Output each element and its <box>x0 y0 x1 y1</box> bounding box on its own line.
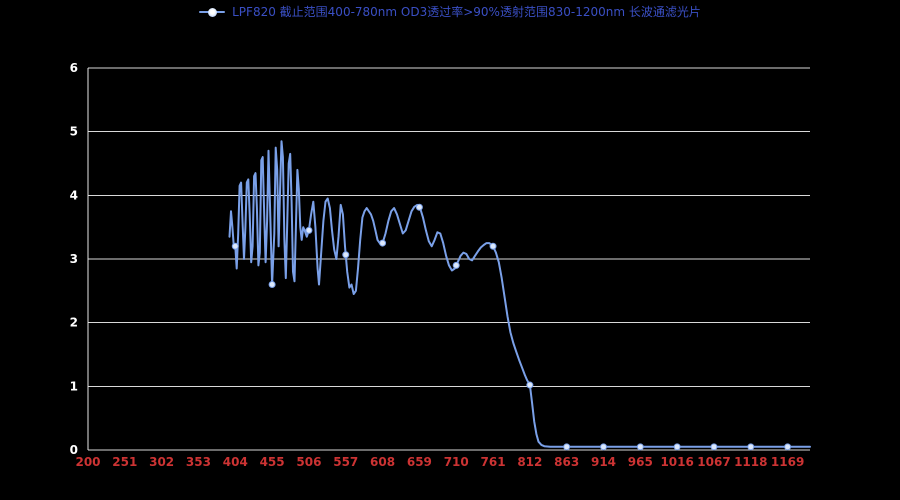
data-point-marker <box>526 381 534 389</box>
x-tick-label: 557 <box>333 455 358 469</box>
x-tick-label: 200 <box>75 455 100 469</box>
chart-title: LPF820 截止范围400-780nm OD3透过率>90%透射范围830-1… <box>232 5 701 19</box>
data-point-marker <box>710 443 718 451</box>
x-tick-label: 914 <box>591 455 616 469</box>
x-tick-label: 659 <box>407 455 432 469</box>
data-point-marker <box>489 242 497 250</box>
x-tick-label: 812 <box>517 455 542 469</box>
y-tick-label: 0 <box>70 443 78 457</box>
x-tick-label: 761 <box>481 455 506 469</box>
y-tick-label: 3 <box>70 252 78 266</box>
data-point-marker <box>673 443 681 451</box>
x-tick-label: 1067 <box>697 455 730 469</box>
data-point-marker <box>747 443 755 451</box>
y-tick-label: 4 <box>70 188 78 202</box>
data-point-marker <box>636 443 644 451</box>
x-tick-label: 506 <box>296 455 321 469</box>
x-tick-label: 1118 <box>734 455 767 469</box>
data-point-marker <box>600 443 608 451</box>
legend-marker-dot-icon <box>208 7 218 17</box>
x-tick-label: 863 <box>554 455 579 469</box>
y-tick-label: 5 <box>70 125 78 139</box>
series-line <box>228 140 811 448</box>
x-tick-label: 965 <box>628 455 653 469</box>
x-tick-label: 1016 <box>660 455 693 469</box>
data-point-marker <box>415 203 423 211</box>
data-point-marker <box>379 239 387 247</box>
x-tick-label: 251 <box>112 455 137 469</box>
data-point-marker <box>563 443 571 451</box>
x-tick-label: 302 <box>149 455 174 469</box>
y-tick-label: 2 <box>70 316 78 330</box>
x-tick-label: 353 <box>186 455 211 469</box>
data-point-marker <box>784 443 792 451</box>
data-point-marker <box>305 226 313 234</box>
y-tick-label: 6 <box>70 61 78 75</box>
data-point-marker <box>452 261 460 269</box>
x-tick-label: 608 <box>370 455 395 469</box>
x-tick-label: 1169 <box>771 455 804 469</box>
data-point-marker <box>231 242 239 250</box>
x-tick-label: 455 <box>260 455 285 469</box>
data-point-marker <box>342 251 350 259</box>
chart-legend: LPF820 截止范围400-780nm OD3透过率>90%透射范围830-1… <box>0 5 900 19</box>
y-tick-label: 1 <box>70 379 78 393</box>
series-line-marker-icon <box>199 7 226 18</box>
x-tick-label: 710 <box>444 455 469 469</box>
data-point-marker <box>268 280 276 288</box>
x-tick-label: 404 <box>223 455 248 469</box>
